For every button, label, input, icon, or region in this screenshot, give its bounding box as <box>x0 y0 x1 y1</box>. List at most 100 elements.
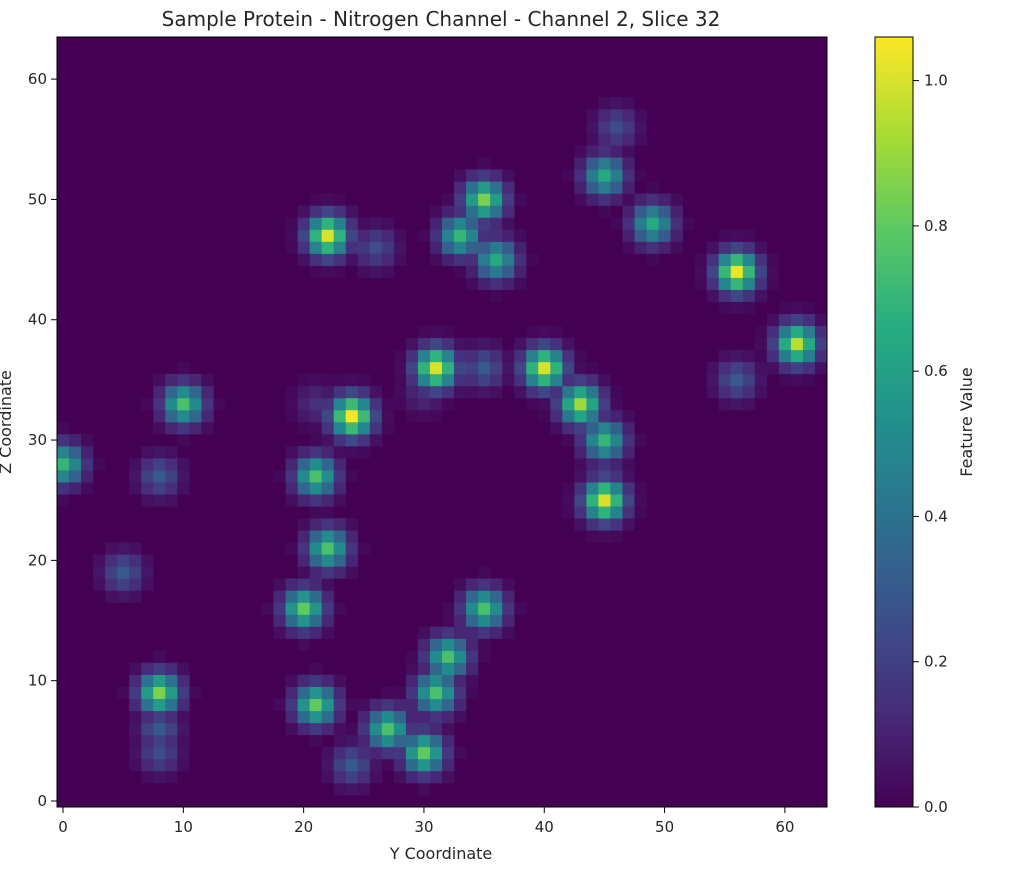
heatmap-cell <box>273 602 286 615</box>
heatmap-cell <box>586 121 599 134</box>
heatmap-cell <box>598 494 611 507</box>
heatmap-cell <box>153 373 166 387</box>
colorbar-tick-label: 0.6 <box>924 362 948 380</box>
heatmap-cell <box>429 710 443 724</box>
heatmap-cell <box>622 494 635 507</box>
heatmap-cell <box>622 458 635 471</box>
heatmap-cell <box>297 626 310 639</box>
heatmap-cell <box>333 782 347 796</box>
heatmap-cell <box>610 446 623 459</box>
heatmap-cell <box>502 277 515 290</box>
heatmap-cell <box>490 193 503 206</box>
heatmap-cell <box>598 385 611 399</box>
heatmap-cell <box>321 265 335 278</box>
heatmap-cell <box>598 121 611 134</box>
heatmap-cell <box>478 373 491 387</box>
heatmap-cell <box>309 482 322 495</box>
heatmap-cell <box>93 578 106 591</box>
heatmap-cell <box>442 746 455 760</box>
heatmap-cell <box>285 602 298 615</box>
heatmap-cell <box>598 446 611 459</box>
heatmap-cell <box>562 494 575 507</box>
heatmap-cell <box>634 434 647 447</box>
heatmap-cell <box>730 229 744 242</box>
heatmap-cell <box>405 770 419 784</box>
heatmap-cell <box>802 349 816 363</box>
heatmap-cell <box>622 169 635 182</box>
heatmap-cell <box>550 397 563 411</box>
heatmap-cell <box>742 301 756 315</box>
heatmap-cell <box>321 758 335 772</box>
heatmap-cell <box>490 361 503 375</box>
heatmap-cell <box>177 361 190 375</box>
heatmap-cell <box>345 217 359 230</box>
heatmap-cell <box>393 770 407 784</box>
heatmap-cell <box>429 746 443 760</box>
x-axis: 0 10 20 30 40 50 60 <box>58 807 794 836</box>
heatmap-cell <box>381 698 395 712</box>
heatmap-cell <box>718 253 732 266</box>
heatmap-cell <box>478 614 491 627</box>
heatmap-cell <box>598 506 611 519</box>
heatmap-cell <box>730 385 744 399</box>
heatmap-cell <box>369 265 383 278</box>
heatmap-cell <box>141 566 154 579</box>
heatmap-cell <box>381 229 395 242</box>
heatmap-cell <box>357 385 371 399</box>
heatmap-cell <box>442 325 455 339</box>
heatmap-cell <box>538 373 551 387</box>
heatmap-cell <box>333 566 347 579</box>
heatmap-cell <box>802 373 816 387</box>
heatmap-cell <box>742 361 756 375</box>
heatmap-cell <box>526 253 539 266</box>
heatmap-cell <box>526 373 539 387</box>
heatmap-cell <box>417 734 431 748</box>
heatmap-cell <box>718 301 732 315</box>
heatmap-cell <box>706 241 720 254</box>
heatmap-cell <box>129 662 142 675</box>
heatmap-cell <box>321 229 335 242</box>
heatmap-cell <box>754 253 768 266</box>
heatmap-cell <box>502 602 515 615</box>
heatmap-cell <box>153 710 166 724</box>
heatmap-cell <box>502 193 515 206</box>
heatmap-cell <box>165 758 178 772</box>
heatmap-cell <box>466 650 479 663</box>
heatmap-cell <box>129 710 142 724</box>
heatmap-cell <box>69 482 82 495</box>
heatmap-cell <box>502 205 515 218</box>
heatmap-cell <box>550 409 563 423</box>
heatmap-cell <box>490 578 503 591</box>
heatmap-cell <box>321 446 335 459</box>
heatmap-cell <box>586 458 599 471</box>
heatmap-cell <box>754 337 768 351</box>
heatmap-cell <box>297 205 310 218</box>
heatmap-cell <box>478 241 491 254</box>
heatmap-cell <box>526 337 539 351</box>
heatmap-cell <box>610 518 623 531</box>
heatmap-cell <box>309 578 322 591</box>
heatmap-cell <box>285 710 298 724</box>
heatmap-cell <box>442 638 455 651</box>
heatmap-cell <box>369 253 383 266</box>
heatmap-cell <box>442 602 455 615</box>
heatmap-cell <box>201 422 214 435</box>
heatmap-cell <box>610 97 623 110</box>
heatmap-cell <box>141 662 154 675</box>
heatmap-cell <box>766 325 780 339</box>
heatmap-cell <box>285 542 298 555</box>
heatmap-cell <box>442 373 455 387</box>
heatmap-cell <box>417 698 431 712</box>
heatmap-cell <box>526 325 539 339</box>
heatmap-cell <box>658 217 671 230</box>
heatmap-cell <box>670 241 683 254</box>
heatmap-cell <box>333 241 347 254</box>
heatmap-cell <box>550 361 563 375</box>
y-tick-label: 20 <box>28 551 47 569</box>
heatmap-cell <box>694 277 707 290</box>
heatmap-cell <box>69 458 82 471</box>
heatmap-cell <box>574 193 587 206</box>
heatmap-cell <box>562 361 575 375</box>
heatmap-cell <box>165 662 178 675</box>
heatmap-cell <box>490 217 503 230</box>
